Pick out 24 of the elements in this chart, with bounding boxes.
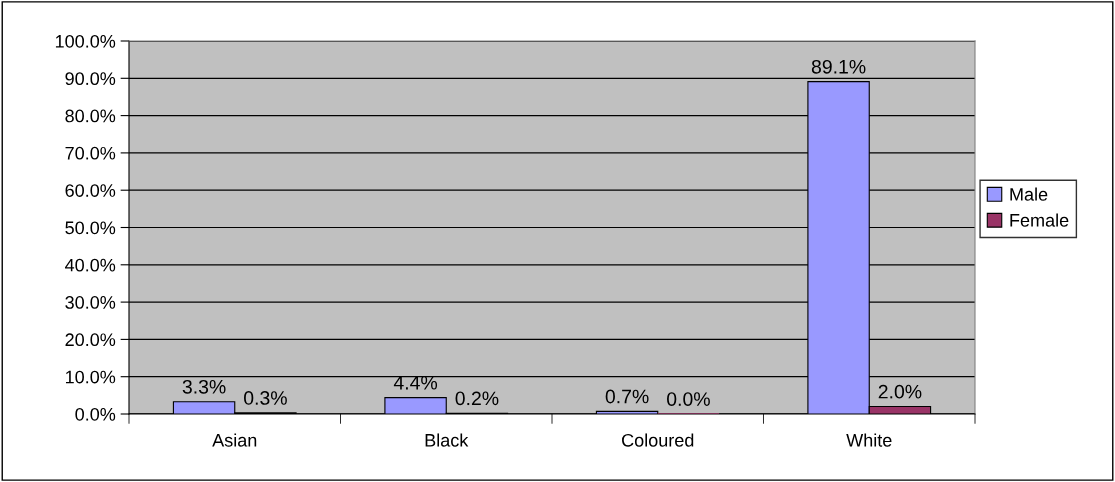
y-tick-label: 30.0%: [65, 296, 116, 309]
x-tick-label: Asian: [212, 433, 257, 447]
x-tick-label: Coloured: [622, 433, 694, 447]
data-label: 0.7%: [605, 389, 649, 404]
data-label: 2.0%: [878, 384, 922, 399]
y-tick-label: 10.0%: [65, 370, 116, 384]
data-label: 89.1%: [811, 59, 866, 74]
y-tick-label: 0.0%: [75, 407, 116, 421]
y-tick-label: 100.0%: [55, 34, 116, 48]
y-tick-label: 80.0%: [65, 109, 116, 123]
x-tick-label: White: [846, 433, 892, 447]
legend-label: Female: [1010, 213, 1069, 227]
data-label: 0.0%: [667, 392, 710, 406]
x-tick-label: Black: [425, 433, 469, 447]
y-tick-label: 90.0%: [65, 72, 116, 86]
data-label: 3.3%: [182, 379, 226, 394]
data-label: 0.3%: [244, 391, 287, 405]
data-label: 0.2%: [455, 391, 499, 406]
legend-label: Male: [1010, 187, 1048, 201]
y-tick-label: 70.0%: [65, 146, 116, 160]
y-tick-label: 20.0%: [65, 333, 116, 347]
y-tick-label: 50.0%: [65, 221, 116, 235]
y-tick-label: 60.0%: [65, 184, 116, 197]
y-tick-label: 40.0%: [65, 258, 116, 272]
